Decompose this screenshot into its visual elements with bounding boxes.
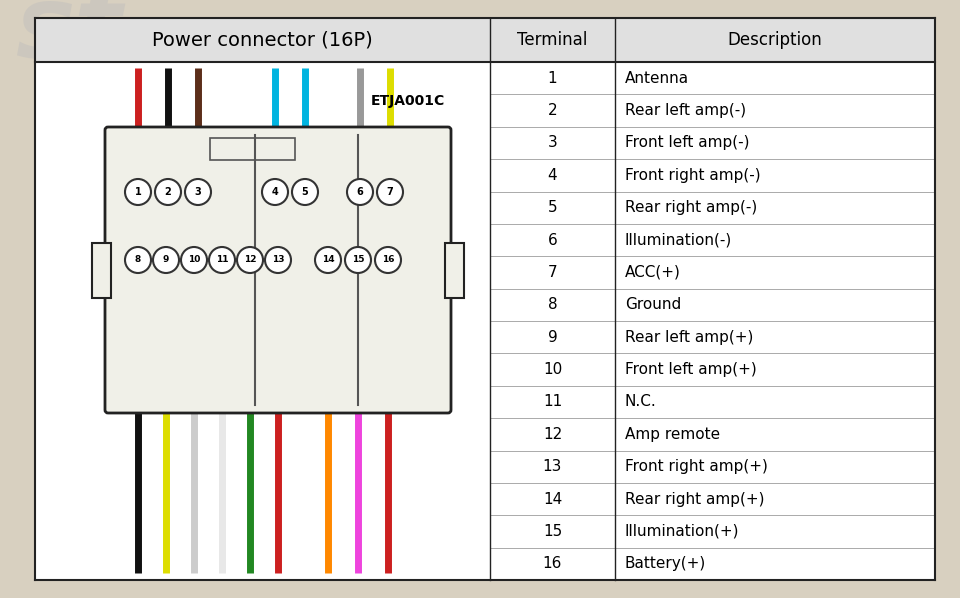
Text: 2: 2 [548,103,558,118]
Text: Ground: Ground [625,297,682,312]
Circle shape [375,247,401,273]
Text: 5: 5 [301,187,308,197]
Text: 1: 1 [134,187,141,197]
Text: Description: Description [728,31,823,49]
Text: 1: 1 [548,71,558,86]
Circle shape [377,179,403,205]
Text: 10: 10 [542,362,563,377]
Text: 6: 6 [356,187,364,197]
Circle shape [185,179,211,205]
Text: 9: 9 [163,255,169,264]
Text: 8: 8 [548,297,558,312]
Circle shape [181,247,207,273]
Text: ACC(+): ACC(+) [625,265,681,280]
Text: 14: 14 [322,255,334,264]
Text: Rear right amp(-): Rear right amp(-) [625,200,757,215]
Circle shape [345,247,371,273]
Text: 13: 13 [272,255,284,264]
Text: 11: 11 [216,255,228,264]
Text: 4: 4 [272,187,278,197]
Text: Battery(+): Battery(+) [625,556,707,571]
Text: 11: 11 [542,395,563,410]
Text: st: st [15,0,122,79]
Text: Illumination(-): Illumination(-) [625,233,732,248]
Circle shape [125,247,151,273]
Bar [35,18,935,62]
Bar [92,243,111,297]
Text: 7: 7 [387,187,394,197]
Circle shape [292,179,318,205]
Text: 12: 12 [542,427,563,442]
Text: 16: 16 [542,556,563,571]
Text: 4: 4 [548,168,558,183]
Circle shape [237,247,263,273]
Text: 3: 3 [547,135,558,151]
Text: Rear right amp(+): Rear right amp(+) [625,492,764,507]
Text: Front right amp(-): Front right amp(-) [625,168,760,183]
Text: 9: 9 [547,329,558,344]
Text: Rear left amp(+): Rear left amp(+) [625,329,754,344]
Text: 16: 16 [382,255,395,264]
Text: 12: 12 [244,255,256,264]
FancyBboxPatch shape [105,127,451,413]
Bar [445,243,464,297]
Text: 14: 14 [542,492,563,507]
Circle shape [155,179,181,205]
Text: 3: 3 [195,187,202,197]
Text: Front left amp(-): Front left amp(-) [625,135,750,151]
Text: Front left amp(+): Front left amp(+) [625,362,756,377]
Text: 7: 7 [548,265,558,280]
Text: Antenna: Antenna [625,71,689,86]
Circle shape [265,247,291,273]
Circle shape [153,247,179,273]
Text: Rear left amp(-): Rear left amp(-) [625,103,746,118]
Text: 15: 15 [542,524,563,539]
Circle shape [347,179,373,205]
Text: 2: 2 [164,187,172,197]
Text: Terminal: Terminal [517,31,588,49]
Text: Illumination(+): Illumination(+) [625,524,739,539]
Text: ETJA001C: ETJA001C [371,94,445,108]
Circle shape [315,247,341,273]
Text: Front right amp(+): Front right amp(+) [625,459,768,474]
Text: 13: 13 [542,459,563,474]
Text: 6: 6 [547,233,558,248]
Text: 10: 10 [188,255,201,264]
Bar [210,138,295,160]
Text: Power connector (16P): Power connector (16P) [152,30,372,50]
Text: Amp remote: Amp remote [625,427,720,442]
Circle shape [262,179,288,205]
Circle shape [209,247,235,273]
Text: 5: 5 [548,200,558,215]
Text: N.C.: N.C. [625,395,657,410]
Circle shape [125,179,151,205]
Text: 8: 8 [134,255,141,264]
Text: 15: 15 [351,255,364,264]
